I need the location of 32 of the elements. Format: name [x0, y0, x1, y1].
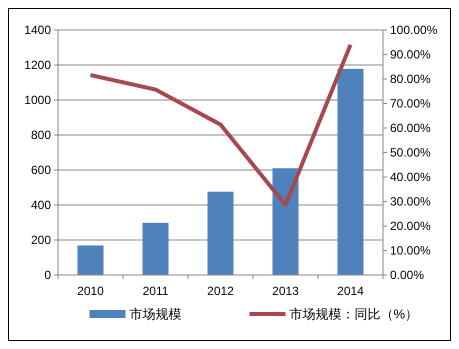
y2-tick-label: 40.00%: [390, 170, 432, 184]
y-tick-label: 800: [30, 128, 52, 142]
y2-tick-label: 70.00%: [390, 96, 432, 111]
legend-label: 市场规模: [130, 306, 182, 322]
y-tick-label: 600: [30, 163, 52, 178]
x-tick-label: 2013: [272, 284, 300, 298]
bar: [208, 192, 234, 275]
y-tick-label: 400: [30, 198, 52, 212]
y2-tick-label: 100.00%: [390, 23, 438, 38]
bar: [272, 168, 298, 275]
line-series: [88, 42, 352, 207]
y2-tick-label: 0.00%: [390, 268, 424, 282]
y2-tick-label: 60.00%: [390, 121, 432, 136]
y-tick-label: 200: [30, 233, 52, 248]
x-tick-label: 2012: [207, 284, 234, 298]
y2-tick-label: 10.00%: [390, 244, 432, 258]
y2-tick-label: 80.00%: [390, 72, 432, 86]
bar: [78, 245, 104, 275]
x-tick-label: 2010: [77, 284, 104, 298]
y-tick-label: 1400: [24, 23, 52, 38]
x-tick-label: 2011: [142, 284, 169, 298]
legend-label: 市场规模：同比（%）: [290, 306, 418, 322]
y-tick-label: 1200: [24, 58, 52, 72]
y2-tick-label: 20.00%: [390, 219, 432, 234]
x-tick-label: 2014: [337, 284, 364, 298]
bar: [142, 222, 168, 275]
y2-tick-label: 30.00%: [390, 194, 432, 209]
y-tick-label: 0: [44, 268, 52, 282]
bar: [338, 68, 364, 275]
y2-tick-label: 90.00%: [390, 48, 432, 62]
y2-tick-label: 50.00%: [390, 146, 432, 160]
y-tick-label: 1000: [24, 93, 52, 108]
